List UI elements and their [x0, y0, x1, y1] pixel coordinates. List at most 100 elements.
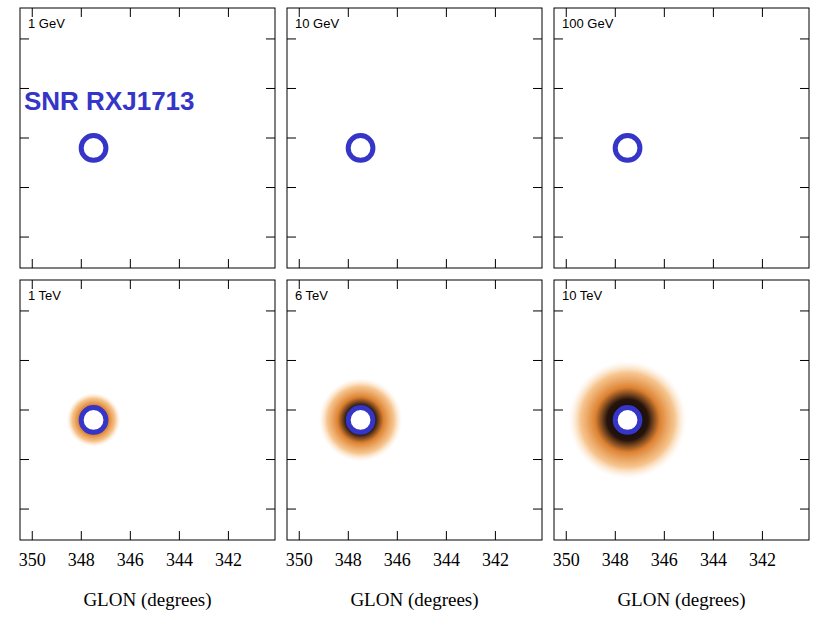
x-tick-top [179, 280, 180, 289]
x-tick-label: 342 [215, 550, 242, 570]
y-tick [20, 310, 29, 311]
plot-area [20, 280, 275, 540]
x-tick [32, 531, 33, 540]
y-tick [554, 310, 563, 311]
y-tick-right [800, 38, 809, 39]
x-tick-label: 350 [286, 550, 313, 570]
panel-title: 6 TeV [295, 288, 328, 303]
x-tick-top [348, 8, 349, 17]
y-tick [287, 38, 296, 39]
x-tick [179, 531, 180, 540]
y-tick [554, 509, 563, 510]
y-tick-right [533, 138, 542, 139]
x-tick-top [664, 280, 665, 289]
x-tick-top [713, 8, 714, 17]
y-tick [554, 88, 563, 89]
x-tick-top [130, 280, 131, 289]
panel: 10 GeV [287, 8, 542, 268]
y-tick [20, 187, 29, 188]
frame [287, 8, 542, 268]
x-tick [713, 531, 714, 540]
x-tick [299, 259, 300, 268]
y-tick [554, 187, 563, 188]
y-tick-right [266, 459, 275, 460]
y-tick [287, 187, 296, 188]
y-tick [554, 459, 563, 460]
y-tick [287, 138, 296, 139]
x-tick-label: 342 [749, 550, 776, 570]
source-ring [615, 136, 640, 161]
source-ring [81, 136, 106, 161]
background [554, 280, 809, 540]
x-tick [566, 259, 567, 268]
panel: 3503483463443426 TeVGLON (degrees) [286, 280, 542, 611]
emission [67, 393, 121, 447]
y-tick [20, 410, 29, 411]
x-tick-top [130, 8, 131, 17]
x-tick-label: 348 [335, 550, 362, 570]
x-tick-top [228, 8, 229, 17]
x-tick-top [495, 280, 496, 289]
x-tick-top [615, 280, 616, 289]
y-tick-right [800, 187, 809, 188]
x-tick-label: 342 [482, 550, 509, 570]
plot-area [554, 280, 809, 540]
panel-title: 100 GeV [562, 16, 614, 31]
plot-area [554, 8, 809, 268]
x-tick-top [397, 280, 398, 289]
x-tick-top [762, 8, 763, 17]
x-tick [397, 531, 398, 540]
y-tick-right [266, 237, 275, 238]
x-tick [397, 259, 398, 268]
frame [287, 280, 542, 540]
x-axis-title: GLON (degrees) [617, 589, 745, 611]
x-tick [664, 259, 665, 268]
plot-area [287, 280, 542, 540]
y-tick [287, 88, 296, 89]
figure: 1 GeVSNR RXJ171310 GeV100 GeV35034834634… [0, 0, 821, 617]
background [287, 8, 542, 268]
x-axis-title: GLON (degrees) [83, 589, 211, 611]
x-tick-top [81, 280, 82, 289]
y-tick-right [800, 310, 809, 311]
frame [554, 8, 809, 268]
x-tick [130, 259, 131, 268]
panel-title: 10 GeV [295, 16, 339, 31]
y-tick-right [533, 38, 542, 39]
x-tick [32, 259, 33, 268]
y-tick [287, 459, 296, 460]
y-tick-right [800, 88, 809, 89]
y-tick [20, 360, 29, 361]
x-tick [762, 531, 763, 540]
x-tick-top [81, 8, 82, 17]
x-tick-label: 346 [384, 550, 411, 570]
x-tick [566, 531, 567, 540]
panel: 100 GeV [554, 8, 809, 268]
y-tick-right [266, 38, 275, 39]
x-tick-top [446, 8, 447, 17]
background [20, 280, 275, 540]
y-tick [554, 38, 563, 39]
y-tick [287, 360, 296, 361]
x-tick [495, 259, 496, 268]
x-tick [81, 531, 82, 540]
x-tick-label: 348 [602, 550, 629, 570]
y-tick-right [533, 310, 542, 311]
y-tick-right [266, 509, 275, 510]
y-tick-right [800, 410, 809, 411]
y-tick [20, 509, 29, 510]
y-tick [554, 138, 563, 139]
x-tick [299, 531, 300, 540]
frame [20, 8, 275, 268]
panel: 35034834634434210 TeVGLON (degrees) [553, 280, 809, 611]
x-tick-top [228, 280, 229, 289]
y-tick-right [533, 88, 542, 89]
plot-area [20, 8, 275, 268]
x-tick [81, 259, 82, 268]
y-tick-right [533, 410, 542, 411]
panel: 3503483463443421 TeVGLON (degrees) [19, 280, 275, 611]
y-tick-right [533, 509, 542, 510]
frame [20, 280, 275, 540]
background [554, 8, 809, 268]
x-tick-label: 344 [700, 550, 727, 570]
